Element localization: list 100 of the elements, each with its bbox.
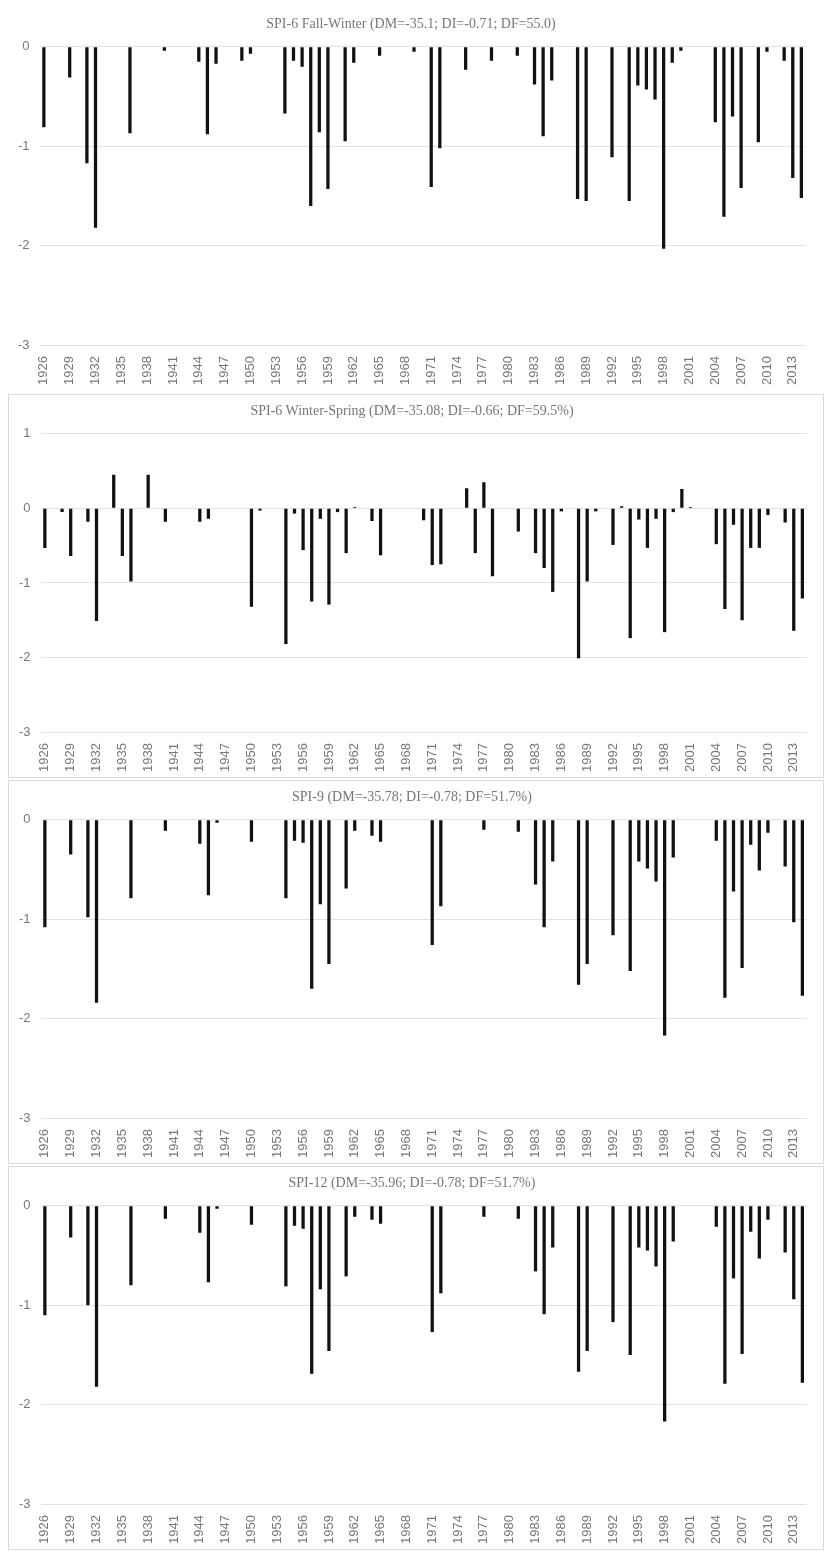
x-tick-label: 1944 [190,356,206,385]
x-tick-label: 1956 [293,356,309,385]
bar [576,508,581,659]
bar [301,508,305,551]
x-tick-label: 1944 [191,1515,207,1544]
x-tick-label: 1974 [449,1515,465,1544]
bar [94,508,99,621]
x-tick-label: 1965 [372,743,388,772]
bar [43,508,47,548]
x-tick-label: 1992 [604,1129,620,1158]
x-tick-label: 2013 [785,743,801,772]
x-tick-label: 1989 [577,356,593,385]
x-tick-label: 1962 [346,1515,362,1544]
x-tick-label: 2007 [733,1129,749,1158]
bar [490,508,495,577]
x-tick-label: 1989 [578,1515,594,1544]
x-tick-label: 1968 [397,1129,413,1158]
y-tick-label: -3 [18,336,30,352]
x-tick-label: 1986 [552,1515,568,1544]
bar [800,508,804,599]
x-tick-label: 1995 [629,356,645,385]
x-tick-label: 1977 [475,743,491,772]
x-tick-label: 1956 [294,1515,310,1544]
bar [663,508,667,633]
x-tick-label: 1950 [242,356,258,385]
x-tick-label: 1935 [112,356,128,385]
x-tick-label: 1986 [552,1129,568,1158]
x-tick-label: 1929 [62,1129,78,1158]
bar [585,508,589,582]
x-tick-label: 1959 [320,743,336,772]
y-tick-label: 1 [23,425,31,441]
y-tick-label: -1 [18,137,30,153]
bar [766,508,770,516]
x-tick-label: 1935 [113,743,129,772]
bar [439,508,443,565]
y-tick-label: -2 [19,1010,31,1026]
x-tick-label: 1950 [243,743,259,772]
bar [430,508,434,566]
x-tick-label: 1926 [36,1515,52,1544]
bar [249,508,254,607]
bar [198,508,202,522]
bar [637,508,641,520]
x-tick-label: 1986 [552,743,568,772]
x-tick-label: 1995 [630,743,646,772]
x-tick-label: 2010 [759,1129,775,1158]
x-tick-label: 2013 [784,356,800,385]
x-tick-label: 1983 [527,743,543,772]
y-tick-label: -3 [19,723,31,739]
y-tick-label: -2 [18,237,30,253]
x-tick-label: 1941 [165,743,181,772]
x-tick-label: 1953 [267,356,283,385]
x-tick-label: 2001 [682,743,698,772]
y-tick-label: -2 [19,649,31,665]
x-tick-label: 1947 [217,1129,233,1158]
bar [783,508,787,523]
x-tick-label: 1980 [500,356,516,385]
bar [542,508,546,569]
x-tick-label: 1968 [397,743,413,772]
x-tick-label: 1968 [397,1515,413,1544]
bar [86,508,90,522]
bar [60,508,64,513]
bar [284,508,288,645]
x-tick-label: 1998 [655,356,671,385]
x-tick-label: 1974 [449,1129,465,1158]
y-tick-label: -1 [19,574,31,590]
x-tick-label: 1974 [449,743,465,772]
x-tick-label: 1998 [656,743,672,772]
x-tick-label: 2010 [759,743,775,772]
y-tick-label: -3 [19,1495,31,1511]
x-tick-label: 1971 [422,356,438,385]
x-tick-label: 1935 [113,1129,129,1158]
x-tick-label: 1953 [268,1515,284,1544]
bar [69,508,73,557]
x-tick-label: 1995 [630,1515,646,1544]
x-tick-label: 1932 [88,1515,104,1544]
x-tick-label: 1992 [604,743,620,772]
bar [723,508,727,610]
x-tick-label: 1959 [319,356,335,385]
x-tick-label: 1965 [372,1515,388,1544]
x-tick-label: 1983 [527,1515,543,1544]
x-tick-label: 1974 [448,356,464,385]
x-tick-label: 2010 [759,1515,775,1544]
x-tick-label: 1977 [475,1129,491,1158]
x-tick-label: 1926 [36,743,52,772]
x-tick-label: 1938 [139,1129,155,1158]
x-tick-label: 1959 [320,1515,336,1544]
x-tick-label: 2010 [758,356,774,385]
bar [318,508,322,519]
y-tick-label: -2 [19,1396,31,1412]
x-tick-label: 1947 [217,743,233,772]
x-tick-label: 1938 [138,356,154,385]
x-tick-label: 1932 [87,356,103,385]
bar [146,474,150,508]
y-tick-label: -3 [19,1109,31,1125]
bar [533,508,538,554]
x-tick-label: 1977 [475,1515,491,1544]
bar [120,508,124,557]
x-tick-label: 1962 [346,1129,362,1158]
x-tick-label: 2004 [706,356,722,385]
x-tick-label: 1941 [165,1129,181,1158]
